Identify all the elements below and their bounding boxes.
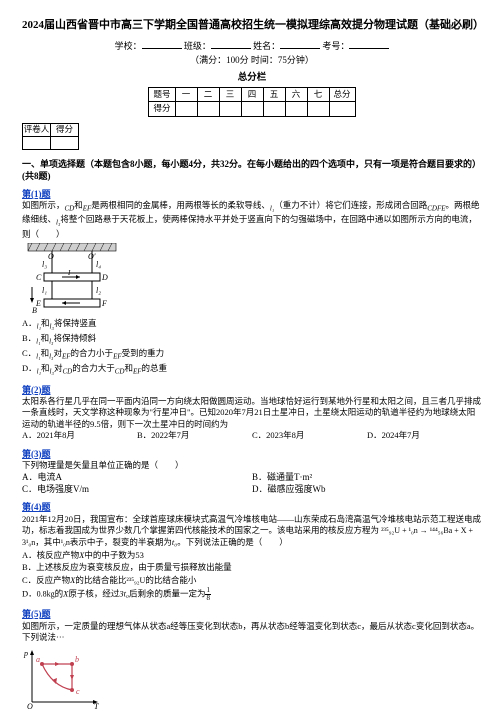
svg-text:a: a [36, 655, 40, 664]
score-c0: 题号 [149, 87, 175, 101]
svg-text:c: c [76, 687, 80, 696]
q4-options: A．核反应产物X中的中子数为53 B．上述核反应为衰变核反应，由于质量亏损释放出… [22, 550, 482, 603]
marks-line: （满分：100分 时间：75分钟） [22, 54, 482, 66]
svg-text:O: O [27, 702, 33, 710]
mini-a: 评卷人 [23, 123, 51, 136]
school-blank [142, 39, 182, 49]
q1-body: 如图所示，CD和EF是两根相同的金属棒，用两根等长的柔软导线、l₁（重力不计）将… [22, 200, 482, 240]
svg-text:l₂: l₂ [96, 286, 101, 295]
q1-options: A．l₁和l₃将保持竖直 B．l₁和l₃将保持倾斜 C．l₁和l₃对EF的合力小… [22, 318, 482, 378]
svg-text:l₄: l₄ [96, 260, 101, 269]
score-c5: 五 [263, 87, 285, 101]
grader-mini-table: 评卷人 得分 [22, 123, 79, 150]
class-label: 班级： [184, 41, 211, 51]
svg-text:O: O [48, 252, 54, 261]
q5-figure: p O T a b c [22, 646, 482, 710]
doc-title: 2024届山西省晋中市高三下学期全国普通高校招生统一模拟理综高效提分物理试题（基… [22, 18, 482, 33]
q1-figure: O O′ l₃ l₄ C D I l₁ l₂ E F B [22, 243, 482, 315]
id-blank [349, 39, 389, 49]
name-blank [280, 39, 320, 49]
section-1-title: 一、单项选择题（本题包含8小题，每小题4分，共32分。在每小题给出的四个选项中，… [22, 158, 482, 182]
score-r2-label: 得分 [149, 102, 175, 116]
svg-text:p: p [23, 649, 28, 658]
q5-header: 第(5)题 [22, 608, 482, 620]
svg-text:l₁: l₁ [42, 286, 47, 295]
score-c7: 七 [307, 87, 329, 101]
meta-line-1: 学校： 班级： 姓名： 考号： [22, 39, 482, 52]
score-table: 题号 一 二 三 四 五 六 七 总分 得分 [148, 87, 355, 117]
q1-header: 第(1)题 [22, 188, 482, 200]
score-header: 总分栏 [22, 72, 482, 85]
svg-text:D: D [101, 273, 108, 282]
svg-text:F: F [101, 299, 107, 308]
score-c3: 三 [219, 87, 241, 101]
q2-header: 第(2)题 [22, 384, 482, 396]
q2-options: A．2021年8月B．2022年7月C．2023年8月D．2024年7月 [22, 430, 482, 441]
q4-header: 第(4)题 [22, 501, 482, 513]
svg-text:b: b [75, 655, 79, 664]
q3-header: 第(3)题 [22, 448, 482, 460]
school-label: 学校： [115, 41, 142, 51]
q4-body: 2021年12月20日，我国宣布：全球首座球床模块式高温气冷堆核电站——山东荣成… [22, 514, 482, 549]
svg-text:C: C [36, 273, 42, 282]
score-c8: 总分 [329, 87, 355, 101]
score-c6: 六 [285, 87, 307, 101]
class-blank [211, 39, 251, 49]
q3-body: 下列物理量是矢量且单位正确的是（ ） [22, 460, 482, 471]
score-c2: 二 [197, 87, 219, 101]
q2-body: 太阳系各行星几乎在同一平面内沿同一方向绕太阳做圆周运动。当地球恰好运行到某地外行… [22, 396, 482, 430]
q3-options: A．电流A B．磁通量T·m² C．电场强度V/m D．磁感应强度Wb [22, 471, 482, 495]
svg-text:l₃: l₃ [42, 260, 47, 269]
q5-body: 如图所示，一定质量的理想气体从状态a经等压变化到状态b，再从状态b经等温变化到状… [22, 621, 482, 644]
mini-b: 得分 [51, 123, 79, 136]
score-c1: 一 [175, 87, 197, 101]
id-label: 考号： [322, 41, 349, 51]
svg-text:T: T [94, 702, 99, 710]
svg-text:B: B [32, 306, 37, 315]
score-c4: 四 [241, 87, 263, 101]
name-label: 姓名： [253, 41, 280, 51]
